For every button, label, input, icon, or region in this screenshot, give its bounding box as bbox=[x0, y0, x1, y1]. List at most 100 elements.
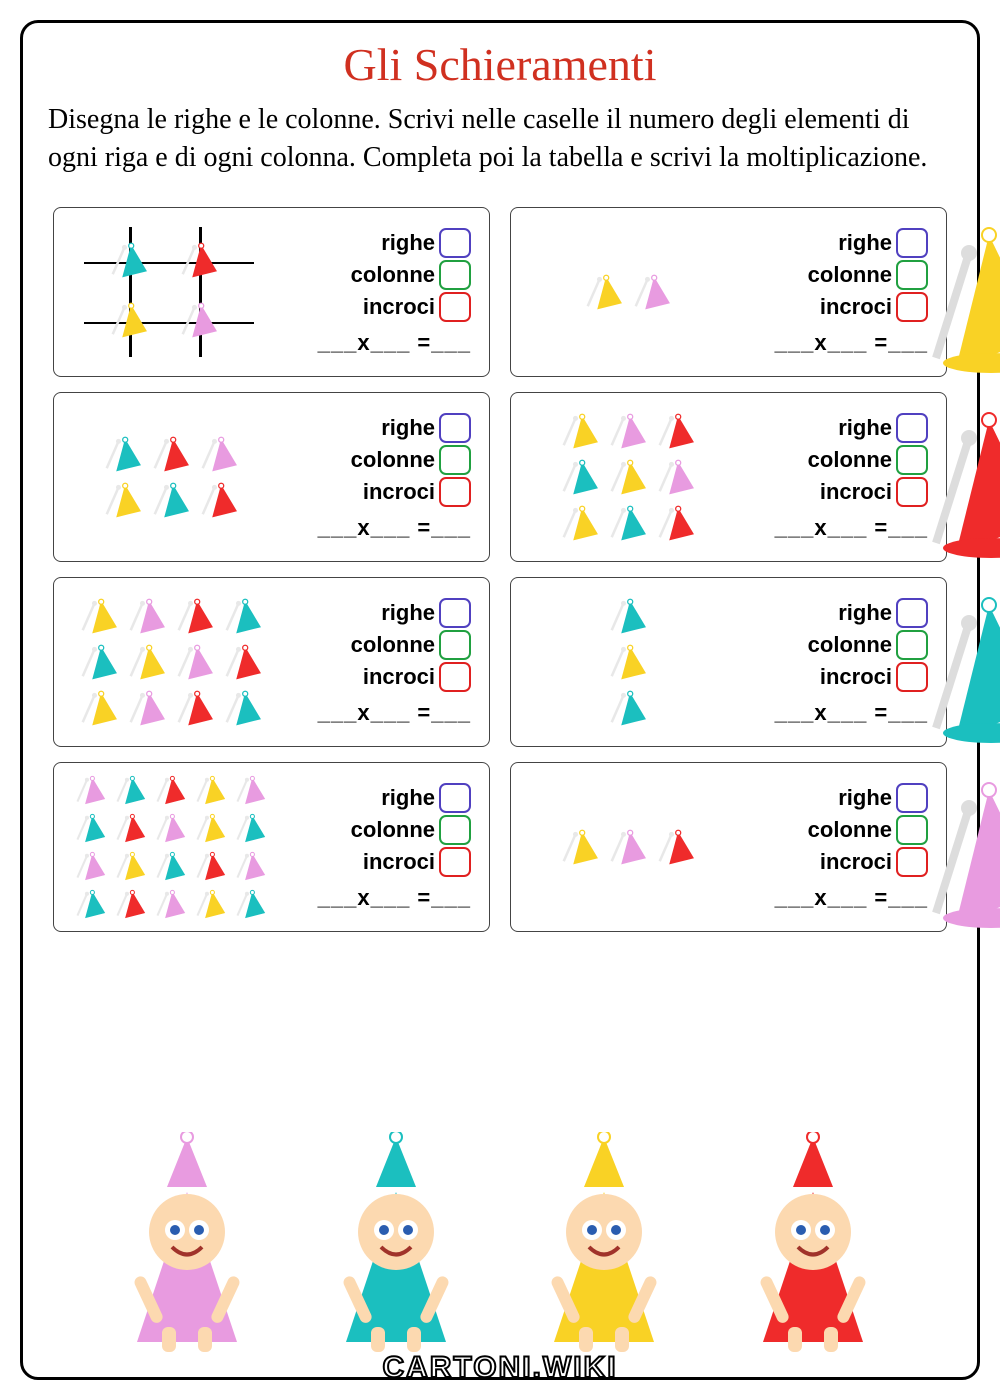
columns-input-box[interactable] bbox=[439, 815, 471, 845]
equation-text[interactable]: ___x___ =___ bbox=[318, 330, 471, 356]
rows-input-box[interactable] bbox=[439, 413, 471, 443]
answer-labels: righe colonne incroci ___x___ =___ bbox=[274, 783, 479, 911]
hat-icon bbox=[124, 687, 166, 729]
equation-text[interactable]: ___x___ =___ bbox=[775, 330, 928, 356]
grid-item bbox=[124, 595, 166, 637]
columns-label: colonne bbox=[808, 815, 928, 845]
equation-text[interactable]: ___x___ =___ bbox=[775, 885, 928, 911]
answer-labels: righe colonne incroci ___x___ =___ bbox=[731, 598, 936, 726]
hat-icon bbox=[148, 479, 190, 521]
grid-item bbox=[192, 811, 226, 845]
equation-text[interactable]: ___x___ =___ bbox=[775, 700, 928, 726]
hat-icon bbox=[148, 433, 190, 475]
side-character bbox=[921, 223, 1000, 373]
hat-icon bbox=[72, 887, 106, 921]
art-zone bbox=[64, 587, 274, 737]
crossings-input-box[interactable] bbox=[439, 662, 471, 692]
art-zone bbox=[521, 402, 731, 552]
grid-item bbox=[220, 595, 262, 637]
hat-icon bbox=[192, 811, 226, 845]
grid-item bbox=[653, 456, 695, 498]
art-zone bbox=[521, 587, 731, 737]
item-array bbox=[557, 410, 695, 544]
grid-item bbox=[629, 271, 671, 313]
hat-icon bbox=[76, 595, 118, 637]
bottom-characters bbox=[83, 1122, 917, 1352]
columns-label: colonne bbox=[351, 445, 471, 475]
exercise-card: righe colonne incroci ___x___ =___ bbox=[510, 577, 947, 747]
hat-icon bbox=[72, 849, 106, 883]
bottom-character bbox=[97, 1132, 277, 1352]
answer-labels: righe colonne incroci ___x___ =___ bbox=[731, 413, 936, 541]
cartoon-character-icon bbox=[97, 1132, 277, 1352]
art-zone bbox=[521, 217, 731, 367]
grid-item bbox=[220, 687, 262, 729]
hat-icon bbox=[220, 641, 262, 683]
hat-icon bbox=[176, 299, 218, 341]
equation-text[interactable]: ___x___ =___ bbox=[318, 885, 471, 911]
hat-icon bbox=[152, 811, 186, 845]
columns-input-box[interactable] bbox=[439, 260, 471, 290]
hat-icon bbox=[152, 849, 186, 883]
grid-item bbox=[172, 595, 214, 637]
hat-icon bbox=[112, 811, 146, 845]
crossings-label: incroci bbox=[363, 847, 471, 877]
exercise-card: righe colonne incroci ___x___ =___ bbox=[510, 762, 947, 932]
crossings-label: incroci bbox=[363, 477, 471, 507]
crossings-input-box[interactable] bbox=[439, 847, 471, 877]
hat-icon bbox=[232, 773, 266, 807]
hat-icon bbox=[100, 433, 142, 475]
grid-item bbox=[192, 849, 226, 883]
rows-input-box[interactable] bbox=[439, 228, 471, 258]
exercise-card: righe colonne incroci ___x___ =___ bbox=[510, 392, 947, 562]
grid-item bbox=[192, 887, 226, 921]
item-array bbox=[605, 595, 647, 729]
item-array bbox=[581, 271, 671, 313]
grid-item bbox=[557, 826, 599, 868]
equation-text[interactable]: ___x___ =___ bbox=[775, 515, 928, 541]
hat-icon bbox=[152, 887, 186, 921]
crossings-input-box[interactable] bbox=[439, 477, 471, 507]
grid-item bbox=[196, 479, 238, 521]
hat-icon bbox=[152, 773, 186, 807]
hat-icon bbox=[76, 687, 118, 729]
columns-label: colonne bbox=[351, 260, 471, 290]
grid-item bbox=[605, 595, 647, 637]
equation-text[interactable]: ___x___ =___ bbox=[318, 515, 471, 541]
grid-item bbox=[72, 887, 106, 921]
grid-item bbox=[605, 456, 647, 498]
art-zone bbox=[64, 772, 274, 922]
hat-icon bbox=[653, 826, 695, 868]
exercise-card: righe colonne incroci ___x___ =___ bbox=[53, 207, 490, 377]
hat-icon bbox=[232, 849, 266, 883]
grid-item bbox=[76, 687, 118, 729]
hat-icon bbox=[605, 456, 647, 498]
grid-item bbox=[232, 773, 266, 807]
columns-label: colonne bbox=[808, 630, 928, 660]
grid-item bbox=[100, 433, 142, 475]
grid-item bbox=[653, 826, 695, 868]
hat-icon bbox=[220, 595, 262, 637]
grid-item bbox=[605, 502, 647, 544]
grid-item bbox=[152, 849, 186, 883]
grid-item bbox=[557, 502, 599, 544]
rows-label: righe bbox=[838, 228, 928, 258]
crossings-label: incroci bbox=[820, 477, 928, 507]
rows-input-box[interactable] bbox=[439, 598, 471, 628]
rows-input-box[interactable] bbox=[439, 783, 471, 813]
rows-label: righe bbox=[381, 228, 471, 258]
grid-item bbox=[124, 687, 166, 729]
hat-icon bbox=[653, 410, 695, 452]
hat-icon bbox=[232, 811, 266, 845]
hat-icon bbox=[112, 773, 146, 807]
crossings-input-box[interactable] bbox=[439, 292, 471, 322]
columns-input-box[interactable] bbox=[439, 445, 471, 475]
equation-text[interactable]: ___x___ =___ bbox=[318, 700, 471, 726]
grid-item bbox=[172, 641, 214, 683]
hat-icon bbox=[192, 773, 226, 807]
art-zone bbox=[521, 772, 731, 922]
grid-item bbox=[76, 595, 118, 637]
grid-item bbox=[232, 811, 266, 845]
columns-input-box[interactable] bbox=[439, 630, 471, 660]
columns-label: colonne bbox=[351, 815, 471, 845]
